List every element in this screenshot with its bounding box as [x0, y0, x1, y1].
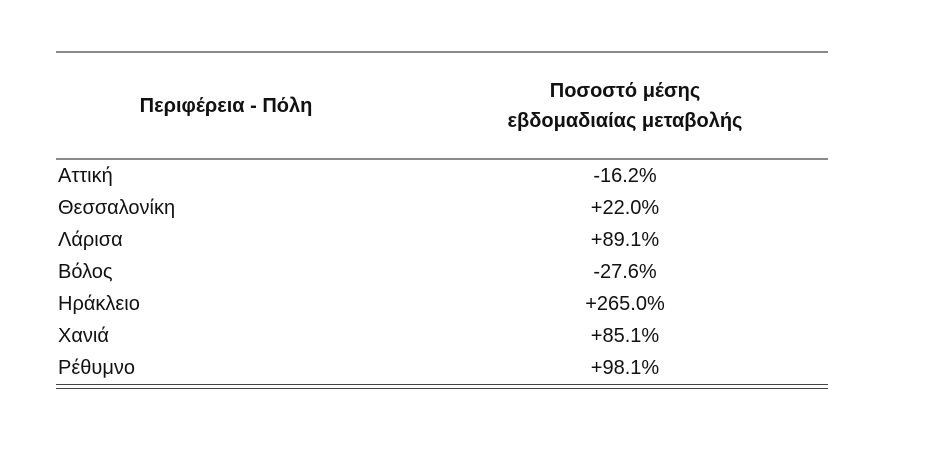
change-value-cell: +265.0%	[585, 292, 665, 315]
change-value-cell: +89.1%	[590, 228, 660, 251]
table-row: Ηράκλειο +265.0%	[56, 288, 828, 320]
change-value-cell: -16.2%	[593, 164, 657, 187]
city-cell: Αττική	[58, 164, 113, 187]
table-row: Θεσσαλονίκη +22.0%	[56, 192, 828, 224]
change-value-cell: +98.1%	[590, 356, 660, 379]
table-body: Αττική -16.2% Θεσσαλονίκη +22.0% Λάρισα …	[56, 159, 828, 384]
table-row: Ρέθυμνο +98.1%	[56, 352, 828, 384]
city-cell: Ρέθυμνο	[58, 356, 135, 379]
city-cell: Ηράκλειο	[58, 292, 140, 315]
table-bottom-double-rule	[56, 384, 828, 389]
city-cell: Θεσσαλονίκη	[58, 196, 176, 219]
header-weekly-change-line2: εβδομαδιαίας μεταβολής	[507, 109, 743, 132]
change-value-cell: +85.1%	[590, 324, 660, 347]
change-value-cell: -27.6%	[593, 260, 657, 283]
weekly-change-table: Περιφέρεια - Πόλη Ποσοστό μέσης εβδομαδι…	[56, 51, 828, 384]
weekly-change-table-container: Περιφέρεια - Πόλη Ποσοστό μέσης εβδομαδι…	[56, 51, 828, 389]
city-cell: Χανιά	[58, 324, 109, 347]
table-row: Λάρισα +89.1%	[56, 224, 828, 256]
header-weekly-change: Ποσοστό μέσης εβδομαδιαίας μεταβολής	[414, 52, 828, 159]
table-row: Χανιά +85.1%	[56, 320, 828, 352]
table-header-row: Περιφέρεια - Πόλη Ποσοστό μέσης εβδομαδι…	[56, 52, 828, 159]
change-value-cell: +22.0%	[590, 196, 660, 219]
header-region: Περιφέρεια - Πόλη	[139, 94, 313, 117]
table-row: Βόλος -27.6%	[56, 256, 828, 288]
table-header: Περιφέρεια - Πόλη Ποσοστό μέσης εβδομαδι…	[56, 52, 828, 159]
header-weekly-change-line1: Ποσοστό μέσης	[549, 79, 701, 102]
table-row: Αττική -16.2%	[56, 159, 828, 192]
city-cell: Βόλος	[58, 260, 113, 283]
city-cell: Λάρισα	[58, 228, 123, 251]
